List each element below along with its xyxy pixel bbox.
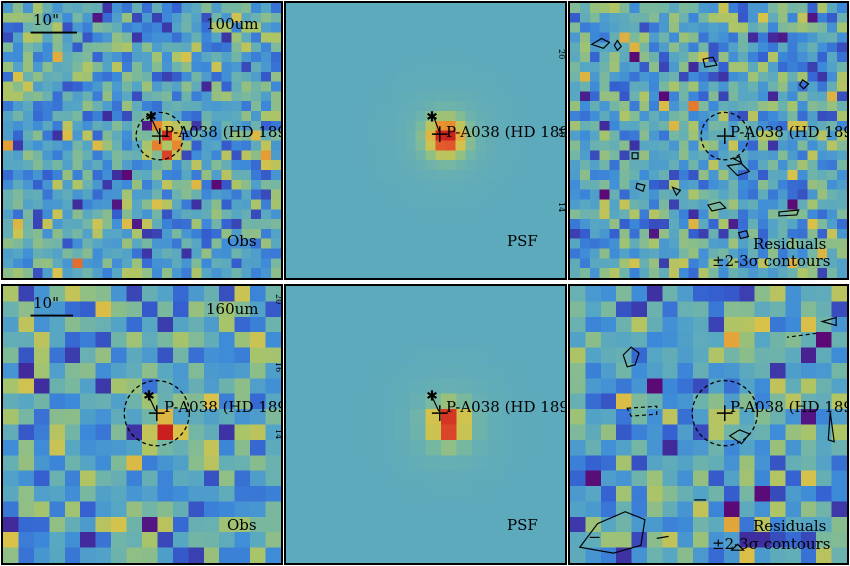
scale-label: 10" [33,11,59,29]
image-100um-obs [3,3,281,278]
panel-sublabel: ±2-3σ contours [712,252,831,270]
scale-label: 10" [33,294,59,312]
panel-sublabel: ±2-3σ contours [712,535,831,553]
image-100um-psf [286,3,565,278]
source-label: P-A038 (HD 189 [164,398,283,416]
panel-100um-obs: ✱ 10" 100um P-A038 (HD 189 Obs [1,1,283,280]
overlay-100um-psf: ✱ [426,109,448,142]
panel-100um-residuals: P-A038 (HD 189 Residuals ±2-3σ contours [568,1,849,280]
image-160um-residuals [570,286,847,563]
aperture-circle [700,111,750,161]
residual-contours [590,37,810,240]
wavelength-label: 160um [206,300,259,318]
panel-100um-psf: ✱ P-A038 (HD 189 PSF 20 16 14 [284,1,567,280]
panel-label: Obs [227,516,257,534]
residual-contours [578,316,837,554]
wavelength-label: 100um [206,15,259,33]
panel-label: PSF [507,232,538,250]
image-160um-obs [3,286,281,563]
panel-160um-residuals: P-A038 (HD 189 Residuals ±2-3σ contours [568,284,849,565]
y-tick-label: 20 [274,294,283,305]
star-marker: ✱ [426,109,438,125]
source-label: P-A038 (HD 189 [730,123,849,141]
y-tick-label: 16 [557,127,566,138]
y-tick-label: 16 [274,362,283,373]
y-tick-label: 14 [274,429,283,440]
y-tick-label: 14 [557,202,566,213]
star-marker: ✱ [426,388,438,404]
star-marker: ✱ [143,388,155,404]
overlay-160um-psf: ✱ [426,388,448,422]
overlay-100um-obs: ✱ [30,31,185,161]
panel-160um-psf: ✱ P-A038 (HD 189 PSF [284,284,567,565]
panel-160um-obs: ✱ 10" 160um P-A038 (HD 189 Obs 20 16 14 [1,284,283,565]
image-160um-psf [286,286,565,563]
aperture-circle [123,379,190,447]
panel-label: PSF [507,516,538,534]
overlay-100um-residuals [590,37,810,240]
source-label: P-A038 (HD 189 [164,123,283,141]
source-label: P-A038 (HD 189 [446,123,567,141]
aperture-circle [135,111,185,161]
source-label: P-A038 (HD 189 [730,398,849,416]
overlay-160um-obs: ✱ [30,314,190,447]
y-tick-label: 20 [557,49,566,60]
star-marker: ✱ [145,109,157,125]
panel-label: Residuals [753,235,827,253]
panel-label: Obs [227,232,257,250]
panel-label: Residuals [753,517,827,535]
aperture-circle [691,379,758,447]
source-label: P-A038 (HD 189 [446,398,567,416]
overlay-160um-residuals [578,316,837,554]
